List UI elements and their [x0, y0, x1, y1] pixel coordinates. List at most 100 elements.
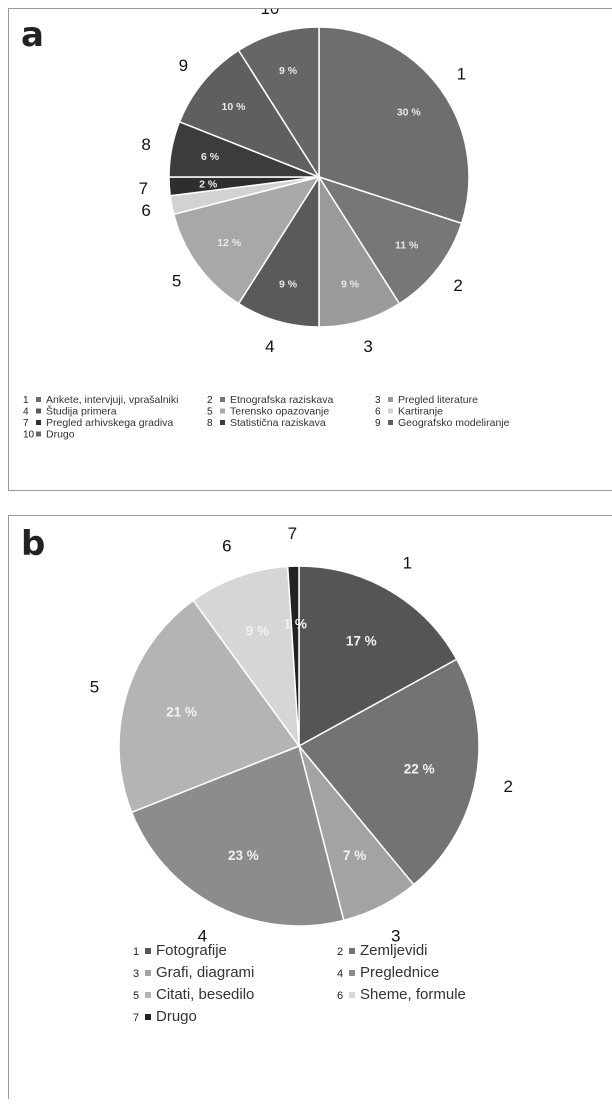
- legend-number-8: 8: [207, 418, 213, 429]
- legend-swatch-9: [388, 420, 393, 425]
- slice-number-label-1: 1: [457, 65, 466, 84]
- legend-swatch-2: [220, 397, 225, 402]
- legend-swatch-3: [388, 397, 393, 402]
- slice-value-label-2: 22 %: [404, 762, 435, 777]
- legend-label-2: Zemljevidi: [360, 942, 428, 959]
- slice-value-label-8: 6 %: [201, 151, 220, 163]
- legend-number-7: 7: [133, 1012, 139, 1024]
- panel-letter-a: a: [21, 15, 44, 55]
- pie-slice-1: [298, 565, 458, 748]
- slice-value-label-4: 23 %: [228, 848, 259, 863]
- legend-number-5: 5: [133, 990, 139, 1002]
- slice-number-label-8: 8: [141, 135, 150, 154]
- legend-number-4: 4: [23, 407, 29, 418]
- slice-number-label-1: 1: [403, 554, 412, 573]
- legend-label-4: Študija primera: [46, 405, 117, 418]
- legend-label-1: Fotografije: [156, 942, 227, 959]
- legend-swatch-3: [145, 970, 151, 976]
- pie-slice-1: [318, 26, 470, 225]
- slice-value-label-4: 9 %: [279, 278, 298, 290]
- slice-number-label-3: 3: [391, 927, 400, 946]
- legend-label-3: Pregled literature: [398, 394, 478, 406]
- slice-number-label-7: 7: [288, 524, 297, 543]
- legend-number-7: 7: [23, 418, 29, 429]
- slice-number-label-3: 3: [363, 337, 372, 356]
- slice-number-label-9: 9: [179, 56, 188, 75]
- legend-swatch-5: [220, 408, 225, 414]
- legend-number-2: 2: [337, 946, 343, 958]
- legend-label-3: Grafi, diagrami: [156, 964, 254, 981]
- legend-label-6: Kartiranje: [398, 406, 443, 418]
- legend-number-9: 9: [375, 418, 381, 429]
- legend-swatch-8: [220, 420, 225, 425]
- pie-slice-4: [237, 174, 320, 328]
- pie-slice-4: [130, 744, 345, 927]
- slice-value-label-7: 2 %: [199, 179, 218, 191]
- pie-slice-7: [286, 565, 300, 747]
- legend-number-1: 1: [133, 946, 139, 958]
- legend-swatch-7: [145, 1014, 151, 1020]
- legend-swatch-4: [349, 970, 355, 976]
- legend-label-7: Pregled arhivskega gradiva: [46, 417, 173, 429]
- slice-number-label-4: 4: [198, 927, 207, 946]
- legend-label-9: Geografsko modeliranje: [398, 417, 510, 429]
- chart-panel-a: a 30 % 1 11 % 2 9 % 3 9 % 4 12 % 5 6 2 % 7 6 % 8 10 % 9 9…: [8, 0, 612, 491]
- slice-number-label-6: 6: [222, 537, 231, 556]
- legend-swatch-2: [349, 948, 355, 954]
- legend-label-8: Statistična raziskava: [230, 417, 326, 429]
- pie-slice-5: [172, 175, 321, 305]
- legend-number-3: 3: [133, 968, 139, 980]
- slice-number-label-5: 5: [172, 271, 181, 290]
- slice-value-label-9: 10 %: [222, 101, 247, 113]
- slice-value-label-7: 1 %: [284, 616, 307, 631]
- legend-label-1: Ankete, intervjuji, vprašalniki: [46, 394, 178, 406]
- legend-number-1: 1: [23, 395, 29, 406]
- legend-label-4: Preglednice: [360, 964, 439, 981]
- legend-number-2: 2: [207, 395, 213, 406]
- pie-slice-3: [318, 174, 401, 328]
- pie-slice-9: [178, 49, 321, 179]
- slice-number-label-7: 7: [139, 179, 148, 198]
- legend-label-2: Etnografska raziskava: [230, 394, 333, 406]
- legend-label-10: Drugo: [46, 429, 75, 441]
- pie-slice-6: [192, 565, 300, 749]
- panel-letter-b: b: [21, 524, 46, 564]
- pie-chart-b: 17 % 1 22 % 2 7 % 3 23 % 4 21 % 5 9 % 6 1 % 7 1 Fotogra…: [90, 524, 513, 1025]
- legend-swatch-6: [349, 992, 355, 998]
- legend-number-3: 3: [375, 395, 381, 406]
- legend-swatch-10: [36, 431, 41, 437]
- slice-number-label-6: 6: [141, 201, 150, 220]
- legend-swatch-4: [36, 408, 41, 414]
- legend-label-5: Citati, besedilo: [156, 986, 254, 1003]
- legend-swatch-1: [145, 948, 151, 954]
- slice-value-label-2: 11 %: [395, 240, 419, 252]
- slice-value-label-5: 21 %: [166, 705, 197, 720]
- legend-number-6: 6: [337, 990, 343, 1002]
- slice-number-label-10: 10: [260, 9, 279, 18]
- pie-slice-5: [118, 599, 301, 814]
- slice-number-label-4: 4: [265, 337, 274, 356]
- legend-number-6: 6: [375, 407, 381, 418]
- legend-number-10: 10: [23, 430, 35, 441]
- legend-number-4: 4: [337, 968, 343, 980]
- pie-slice-2: [317, 175, 463, 305]
- pie-chart-a: 30 % 1 11 % 2 9 % 3 9 % 4 12 % 5 6 2 % 7 6 % 8 10 % 9 9 %…: [23, 0, 510, 441]
- legend-swatch-6: [388, 408, 393, 414]
- slice-value-label-10: 9 %: [279, 65, 298, 77]
- chart-panel-b: b 17 % 1 22 % 2 7 % 3 23 % 4 21 % 5 9 % 6 1 % 7 1 Fotog…: [8, 515, 612, 1099]
- legend-label-6: Sheme, formule: [360, 986, 466, 1003]
- pie-slice-2: [297, 658, 480, 886]
- slice-number-label-2: 2: [503, 777, 512, 796]
- legend-swatch-5: [145, 992, 151, 998]
- pie-slice-10: [237, 26, 320, 180]
- slice-value-label-3: 7 %: [343, 848, 366, 863]
- slice-value-label-3: 9 %: [341, 278, 360, 290]
- slice-value-label-6: 9 %: [246, 624, 269, 639]
- slice-value-label-1: 17 %: [346, 633, 377, 648]
- legend-swatch-7: [36, 420, 41, 425]
- legend-label-5: Terensko opazovanje: [230, 406, 329, 418]
- slice-value-label-1: 30 %: [397, 106, 422, 118]
- slice-value-label-5: 12 %: [217, 237, 242, 249]
- legend-label-7: Drugo: [156, 1008, 197, 1025]
- slice-number-label-2: 2: [453, 276, 462, 295]
